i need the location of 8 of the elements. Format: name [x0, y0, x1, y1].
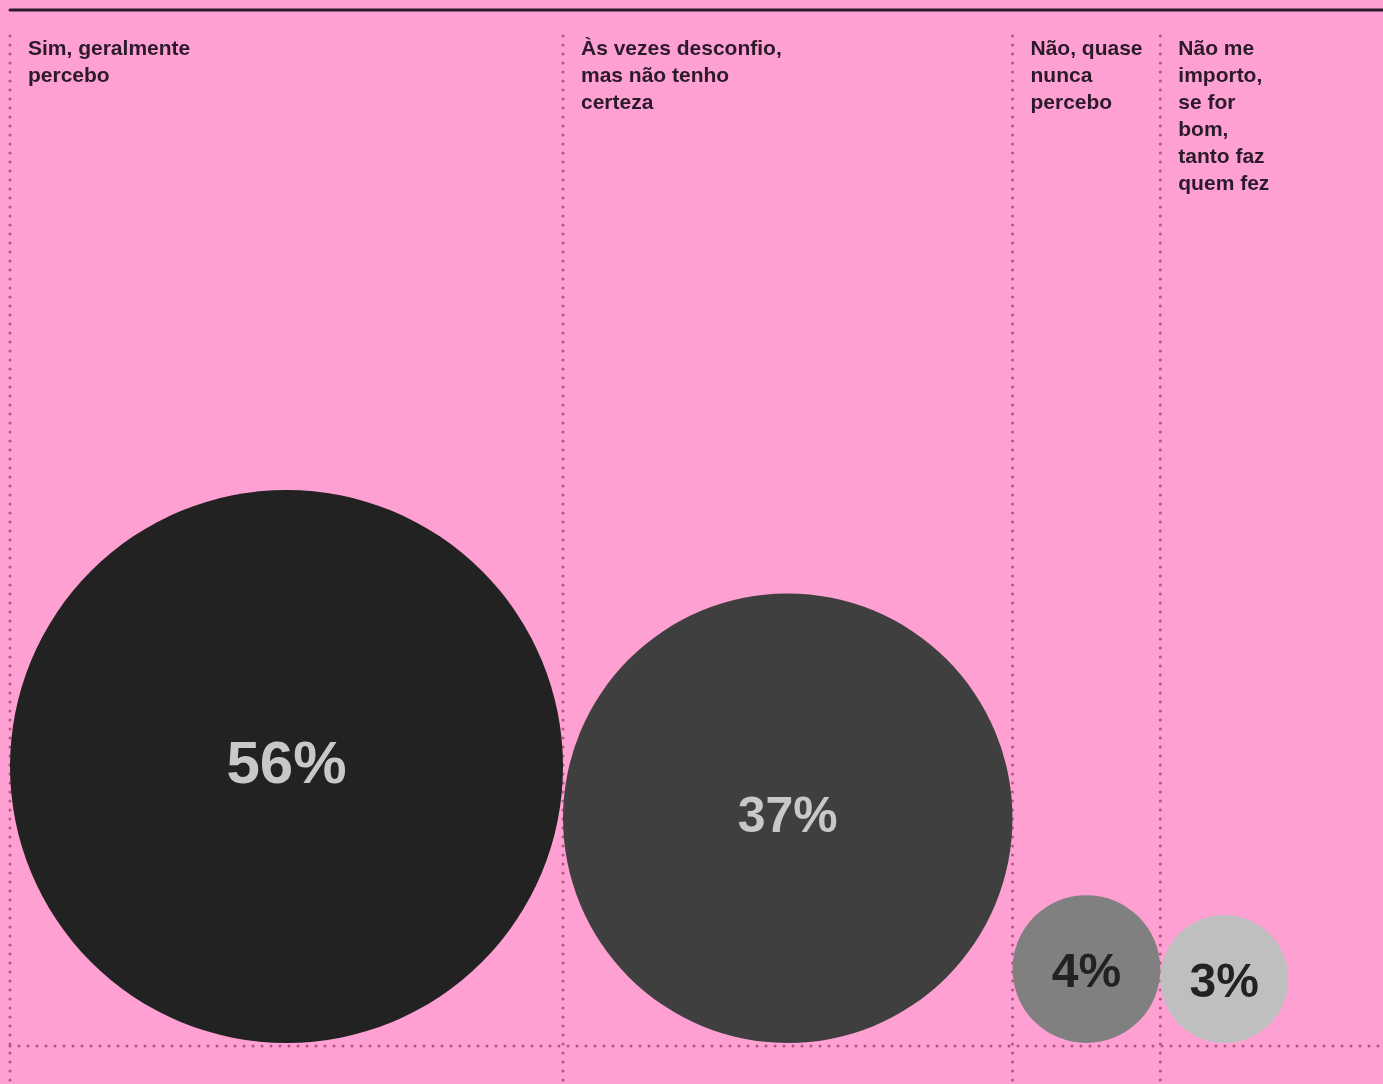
category-label: Não, quase nunca percebo — [1030, 35, 1144, 115]
category-label: Às vezes desconfio, mas não tenho certeza — [581, 35, 783, 115]
data-label: 3% — [1189, 954, 1259, 1008]
category-label: Não me importo, se for bom, tanto faz quem fez — [1178, 35, 1271, 196]
category-label: Sim, geralmente percebo — [28, 35, 192, 88]
data-label: 56% — [226, 729, 347, 797]
data-label: 4% — [1051, 944, 1122, 998]
data-label: 37% — [737, 787, 838, 844]
